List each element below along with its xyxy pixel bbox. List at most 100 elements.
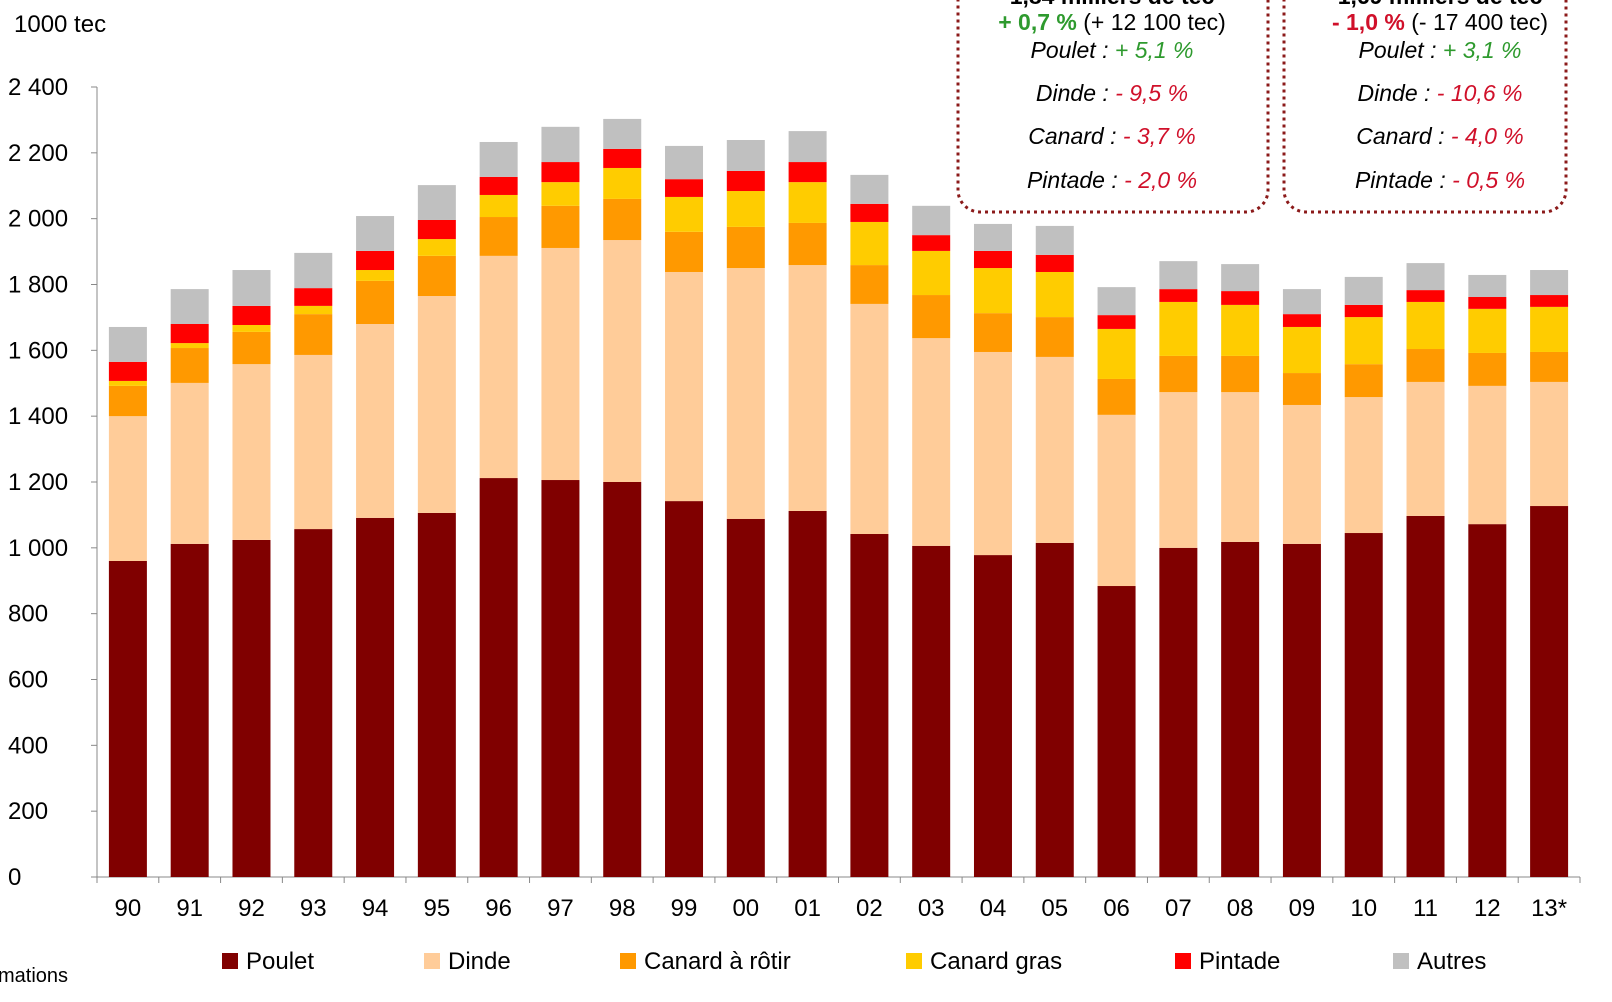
annotation-box: 1,69 milliers de tec- 1,0 % (- 17 400 te… [1282,0,1568,214]
bar-segment [479,255,518,479]
legend-swatch [424,953,440,969]
bar-segment [850,221,889,266]
bar-segment [1468,352,1507,386]
y-tick-label: 2 400 [8,74,68,101]
bar-segment [1282,314,1321,327]
bar-segment [603,148,642,168]
bar-segment [1097,586,1136,877]
bar-segment [1159,392,1198,548]
bar-segment [788,182,827,223]
bar-segment [294,305,333,315]
legend-label: Dinde [448,948,511,975]
x-tick-label: 02 [856,895,883,922]
bar-segment [1097,315,1136,329]
bar-segment [1468,297,1507,309]
item-label: Poulet : [1358,37,1442,63]
bar-segment [1221,392,1260,542]
annotation-item: Dinde : - 9,5 % [1036,80,1188,106]
bar-segment [108,326,147,362]
bar-segment [1406,301,1445,350]
bar-segment [1282,543,1321,877]
bar-segment [108,361,147,381]
bar-segment [479,217,518,256]
bar-segment [1221,264,1260,292]
bar-segment [1344,364,1383,398]
y-tick-label: 2 000 [8,206,68,233]
x-tick-label: 93 [300,895,327,922]
y-tick-label: 800 [8,601,48,628]
legend-swatch [1393,953,1409,969]
annotation-item: Poulet : + 5,1 % [1030,37,1193,63]
bar-segment [1530,270,1569,296]
bar-segment [232,539,271,877]
bar-segment [170,343,209,349]
item-value: - 3,7 % [1123,123,1196,149]
bar-segment [665,179,704,197]
bar-segment [726,518,765,877]
bar-segment [850,174,889,204]
bar-segment [665,501,704,877]
change-detail: (- 17 400 tec) [1405,9,1548,35]
item-label: Canard : [1356,123,1451,149]
bar-segment [912,205,951,236]
bar-segment [665,271,704,502]
y-tick-label: 1 600 [8,337,68,364]
bar-segment [294,529,333,877]
bar-segment [294,314,333,355]
bar-segment [973,268,1012,314]
annotation-change: - 1,0 % (- 17 400 tec) [1332,9,1548,35]
y-tick-label: 600 [8,667,48,694]
change-value: - 1,0 % [1332,9,1405,35]
bar-segment [1344,304,1383,318]
bar-segment [1159,261,1198,290]
bar-segment [603,118,642,149]
bar-segment [1035,317,1074,357]
bar-segment [1468,524,1507,877]
bar-segment [788,510,827,877]
bar-segment [603,482,642,877]
bar-segment [417,185,456,220]
y-tick-label: 0 [8,864,21,891]
bar-segment [1035,225,1074,255]
legend-label: Pintade [1199,948,1280,975]
x-tick-label: 96 [485,895,512,922]
x-tick-label: 01 [794,895,821,922]
x-tick-label: 90 [115,895,142,922]
annotation-item: Canard : - 3,7 % [1028,123,1195,149]
item-label: Canard : [1028,123,1123,149]
x-tick-label: 10 [1350,895,1377,922]
annotation-frame [956,0,1270,214]
y-tick-label: 1 000 [8,535,68,562]
bar-segment [726,226,765,269]
bar-segment [665,145,704,180]
bar-segment [417,296,456,513]
bar-segment [541,162,580,183]
bar-segment [1097,378,1136,415]
bar-segment [912,545,951,877]
bar-segment [1468,385,1507,525]
x-tick-label: 95 [424,895,451,922]
bar-segment [417,255,456,297]
bar-segment [417,239,456,256]
bar-segment [232,324,271,332]
y-axis-label: 1000 tec [14,11,106,38]
y-tick-label: 1 400 [8,403,68,430]
bar-segment [356,270,395,281]
bar-segment [1282,373,1321,405]
bar-segment [726,170,765,192]
bar-segment [1406,381,1445,516]
bar-segment [973,555,1012,877]
bar-segment [850,203,889,222]
y-tick-label: 400 [8,732,48,759]
bar-segment [850,265,889,304]
x-tick-label: 94 [362,895,389,922]
x-tick-label: 09 [1289,895,1316,922]
bar-segment [294,288,333,306]
bar-segment [973,250,1012,269]
item-label: Pintade : [1355,167,1452,193]
x-tick-label: 00 [732,895,759,922]
x-tick-label: 98 [609,895,636,922]
change-detail: (+ 12 100 tec) [1077,9,1226,35]
bar-segment [973,351,1012,556]
bar-segment [788,265,827,511]
